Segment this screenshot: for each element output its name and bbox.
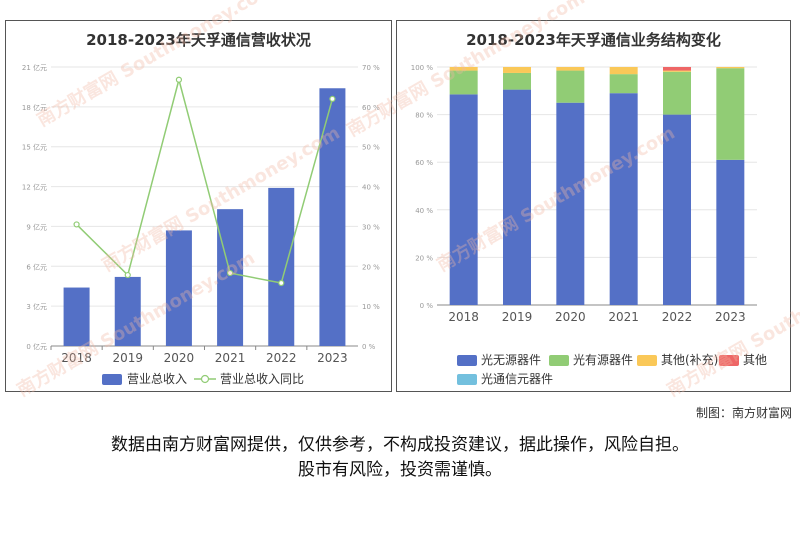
- y-axis-tick-label: 15 亿元: [22, 143, 47, 152]
- legend-label: 光有源器件: [573, 353, 633, 367]
- yoy-point: [124, 271, 131, 279]
- revenue-bar: [319, 88, 346, 346]
- stacked-bar-segment: [449, 70, 478, 95]
- legend-swatch: [457, 355, 477, 366]
- y-axis-tick-label: 40 %: [415, 207, 433, 215]
- yoy-point: [73, 221, 80, 228]
- legend-swatch: [637, 355, 657, 366]
- legend-label: 其他: [743, 353, 767, 367]
- legend-label: 光无源器件: [481, 353, 541, 367]
- stacked-bar-segment: [609, 93, 638, 306]
- y-axis-tick-label: 0 %: [420, 302, 434, 310]
- y2-axis-tick-label: 40 %: [362, 184, 380, 192]
- structure-chart-title: 2018-2023年天孚通信业务结构变化: [466, 31, 721, 49]
- y2-axis-tick-label: 60 %: [362, 104, 380, 112]
- y-axis-tick-label: 3 亿元: [26, 302, 47, 311]
- y2-axis-tick-label: 50 %: [362, 144, 380, 152]
- stacked-bar-segment: [449, 67, 478, 71]
- y-axis-tick-label: 80 %: [415, 112, 433, 120]
- revenue-chart: 0 亿元 3 亿元 6 亿元 9 亿元 12 亿元 15 亿元 18 亿元 21 亿元 0 % 1…: [22, 63, 380, 386]
- revenue-bar: [114, 276, 141, 346]
- disclaimer-line-1: 数据由南方财富网提供，仅供参考，不构成投资建议，据此操作，风险自担。: [111, 435, 689, 455]
- legend-label-yoy: 营业总收入同比: [220, 372, 304, 386]
- x-axis-tick-label: 2019: [112, 351, 143, 365]
- structure-chart-panel: 2018-2023年天孚通信业务结构变化 0 % 20 % 40 % 60 % 80 %…: [396, 20, 791, 392]
- x-axis-tick-label: 2022: [266, 351, 297, 365]
- x-axis-tick-label: 2023: [715, 310, 746, 324]
- stacked-bar-segment: [609, 67, 638, 75]
- stacked-bar-segment: [663, 67, 691, 71]
- structure-chart: 0 % 20 % 40 % 60 % 80 % 100 % 2018 2019 2020 2021…: [411, 64, 767, 386]
- x-axis-tick-label: 2021: [608, 310, 639, 324]
- stacked-bar-segment: [609, 74, 638, 94]
- y-axis-tick-label: 6 亿元: [26, 262, 47, 271]
- stacked-bar-segment: [663, 114, 691, 305]
- legend-swatch-yoy-marker: [200, 374, 210, 384]
- y-axis-tick-label: 100 %: [411, 64, 434, 72]
- stacked-bar-segment: [716, 68, 745, 160]
- x-axis-tick-label: 2023: [317, 351, 348, 365]
- legend-label-revenue: 营业总收入: [127, 372, 187, 386]
- legend-swatch-revenue: [102, 374, 122, 385]
- y2-axis-tick-label: 20 %: [362, 263, 380, 271]
- x-axis-tick-label: 2020: [164, 351, 195, 365]
- revenue-chart-panel: 2018-2023年天孚通信营收状况 0 亿元 3 亿元 6 亿元 9 亿元 12 亿元…: [5, 20, 392, 392]
- y2-axis-tick-label: 0 %: [362, 343, 376, 351]
- revenue-bar: [217, 209, 244, 346]
- stacked-bar-segment: [503, 89, 531, 305]
- y-axis-tick-label: 20 %: [415, 254, 433, 262]
- stacked-bar-segment: [503, 72, 531, 90]
- y-axis-tick-label: 12 亿元: [22, 183, 47, 192]
- stacked-bar-segment: [556, 70, 585, 103]
- legend-label: 其他(补充): [661, 352, 718, 367]
- yoy-point: [226, 269, 234, 277]
- y-axis-tick-label: 0 亿元: [26, 342, 47, 351]
- stacked-bar-segment: [716, 67, 745, 69]
- stacked-bar-segment: [449, 94, 478, 306]
- y2-axis-tick-label: 30 %: [362, 223, 380, 231]
- x-axis-tick-label: 2020: [555, 310, 586, 324]
- yoy-point: [278, 279, 285, 287]
- x-axis-tick-label: 2018: [61, 351, 92, 365]
- stacked-bar-segment: [556, 102, 585, 305]
- x-axis-tick-label: 2021: [215, 351, 246, 365]
- y-axis-tick-label: 21 亿元: [22, 63, 47, 72]
- yoy-line: [76, 76, 334, 284]
- stacked-bar-segment: [503, 67, 531, 73]
- x-axis-tick-label: 2019: [502, 310, 533, 324]
- stacked-bar-segment: [663, 71, 691, 115]
- stacked-bar-segment: [663, 70, 691, 72]
- disclaimer-line-2: 股市有风险，投资需谨慎。: [298, 460, 502, 480]
- y2-axis-tick-label: 10 %: [362, 303, 380, 311]
- x-axis-tick-label: 2018: [448, 310, 479, 324]
- stacked-bar-segment: [716, 159, 745, 305]
- revenue-chart-title: 2018-2023年天孚通信营收状况: [86, 31, 311, 49]
- x-axis-tick-label: 2022: [662, 310, 693, 324]
- y-axis-tick-label: 18 亿元: [22, 103, 47, 112]
- y-axis-tick-label: 60 %: [415, 159, 433, 167]
- yoy-point: [329, 95, 336, 102]
- source-credit: 制图：南方财富网: [695, 406, 792, 420]
- revenue-bar: [165, 230, 192, 346]
- stacked-bar-segment: [556, 67, 585, 71]
- legend-label: 光通信元器件: [481, 372, 553, 386]
- revenue-bar: [268, 187, 295, 346]
- legend-swatch: [719, 355, 739, 366]
- legend-swatch: [549, 355, 569, 366]
- yoy-point: [175, 76, 183, 83]
- legend-swatch: [457, 374, 477, 385]
- revenue-bar: [63, 287, 90, 346]
- y2-axis-tick-label: 70 %: [362, 64, 380, 72]
- y-axis-tick-label: 9 亿元: [26, 222, 47, 231]
